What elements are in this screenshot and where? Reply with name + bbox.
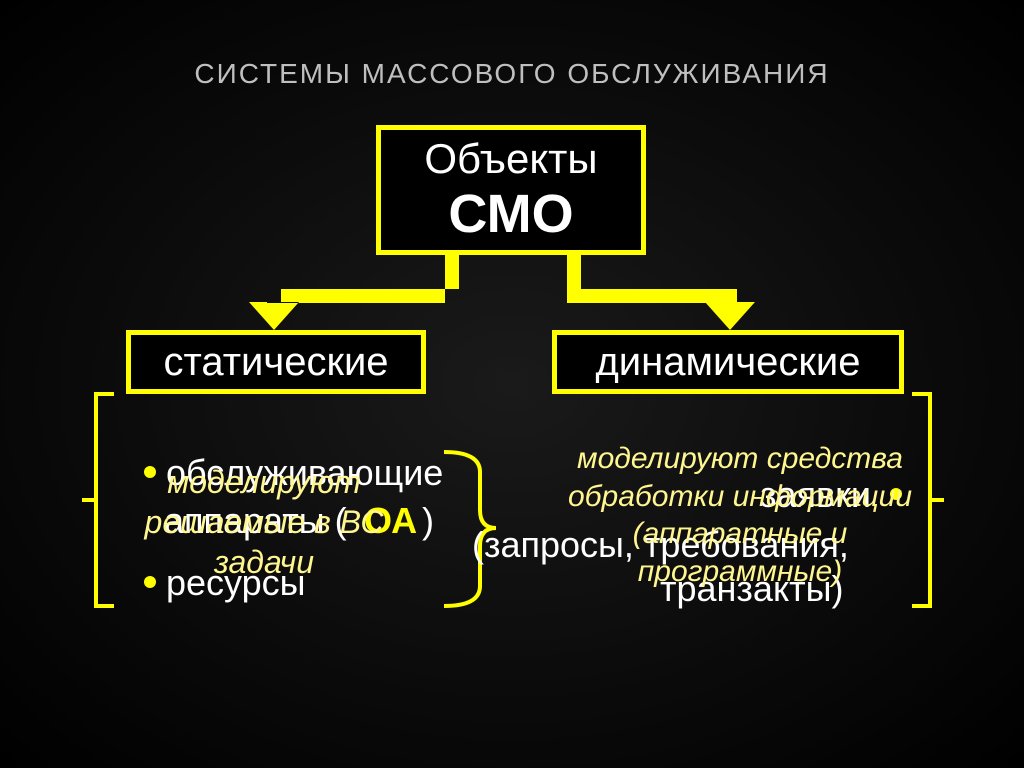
node-static-label: статические [163,339,388,385]
annotation-dynamic: моделируют средстваобработки информации(… [540,440,940,590]
root-node: Объекты СМО [376,125,646,255]
arrow-to-dynamic [567,255,755,330]
arrow-to-static [249,255,459,330]
root-line1: Объекты [424,135,597,183]
annotation-static: моделируютрешаемые в ВСзадачи [114,462,414,582]
node-static: статические [126,330,426,394]
slide-title: СИСТЕМЫ МАССОВОГО ОБСЛУЖИВАНИЯ [0,58,1024,90]
node-dynamic: динамические [552,330,904,394]
node-dynamic-label: динамические [595,339,860,385]
static-item-1d: ) [422,498,434,543]
bracket-left [82,394,114,606]
root-line2: СМО [448,183,573,245]
